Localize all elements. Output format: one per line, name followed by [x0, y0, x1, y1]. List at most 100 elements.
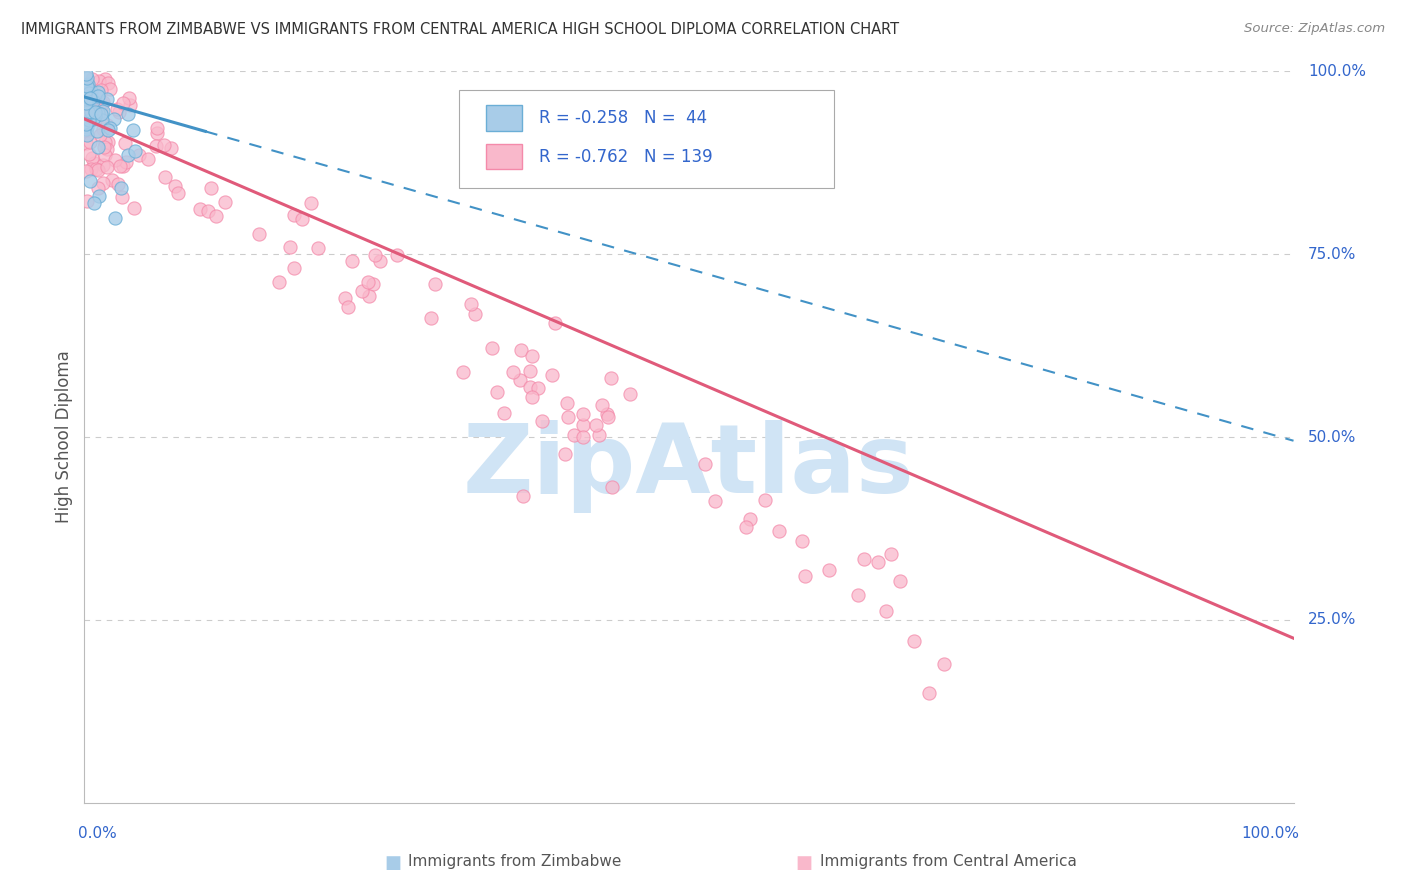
Point — [90, 103, 112, 118]
Point — [562, 428, 585, 442]
Point — [460, 297, 482, 311]
Point — [307, 241, 329, 255]
Point — [84, 109, 107, 123]
Point — [596, 407, 619, 421]
Point — [75, 96, 97, 111]
Point — [792, 533, 814, 548]
Point — [91, 121, 114, 136]
Point — [145, 139, 167, 153]
Point — [163, 179, 186, 194]
Point — [112, 159, 135, 173]
Point — [76, 109, 98, 123]
Point — [481, 341, 503, 355]
Point — [159, 141, 181, 155]
Point — [105, 103, 128, 117]
Y-axis label: High School Diploma: High School Diploma — [55, 351, 73, 524]
Point — [146, 120, 169, 135]
Point — [76, 90, 98, 104]
Point — [90, 107, 112, 121]
Point — [83, 103, 105, 117]
Point — [76, 92, 98, 106]
Point — [572, 430, 595, 444]
Point — [122, 123, 145, 137]
Point — [79, 113, 101, 128]
Point — [94, 71, 117, 86]
Point — [291, 211, 314, 226]
Point — [86, 124, 108, 138]
Point — [80, 162, 103, 177]
Point — [502, 365, 524, 379]
Point — [146, 126, 169, 140]
Point — [80, 84, 103, 98]
Point — [283, 208, 305, 222]
Point — [423, 277, 446, 292]
Point — [75, 67, 97, 81]
Point — [205, 209, 228, 223]
Point — [76, 194, 98, 209]
Text: ■: ■ — [796, 854, 813, 872]
Point — [83, 196, 105, 211]
Point — [299, 195, 322, 210]
Point — [96, 119, 118, 133]
Point — [519, 364, 541, 378]
Point — [79, 174, 101, 188]
Point — [82, 112, 104, 127]
Point — [117, 107, 139, 121]
Point — [76, 77, 98, 91]
Point — [818, 563, 841, 577]
Point — [115, 154, 138, 169]
Point — [86, 104, 108, 119]
Point — [278, 240, 301, 254]
Point — [267, 275, 290, 289]
Point — [84, 162, 107, 177]
Point — [485, 384, 508, 399]
Point — [83, 112, 105, 126]
Point — [87, 163, 110, 178]
Text: Immigrants from Central America: Immigrants from Central America — [820, 854, 1077, 869]
Point — [531, 414, 554, 428]
Point — [588, 428, 610, 442]
Point — [875, 604, 897, 618]
Point — [364, 248, 387, 262]
Point — [103, 112, 125, 127]
Point — [337, 300, 360, 314]
Point — [918, 686, 941, 700]
Point — [87, 89, 110, 103]
Point — [734, 520, 756, 534]
Point — [585, 417, 607, 432]
Point — [889, 574, 911, 589]
Point — [768, 524, 790, 538]
Text: ZipAtlas: ZipAtlas — [463, 420, 915, 513]
Point — [120, 97, 142, 112]
Point — [94, 148, 117, 162]
Text: Immigrants from Zimbabwe: Immigrants from Zimbabwe — [408, 854, 621, 869]
Point — [540, 368, 562, 382]
Point — [90, 83, 112, 97]
Point — [600, 480, 623, 494]
Point — [96, 160, 118, 174]
Point — [554, 447, 576, 461]
Point — [76, 71, 98, 86]
Point — [97, 123, 120, 137]
Point — [86, 106, 108, 120]
Point — [591, 398, 613, 412]
Point — [754, 492, 776, 507]
Point — [111, 190, 134, 204]
Point — [76, 128, 98, 143]
Point — [77, 147, 100, 161]
Point — [247, 227, 270, 241]
Point — [83, 105, 105, 120]
Point — [80, 104, 103, 119]
Point — [91, 95, 114, 110]
Point — [87, 73, 110, 87]
Point — [340, 254, 363, 268]
Point — [136, 153, 159, 167]
Text: 25.0%: 25.0% — [1308, 613, 1357, 627]
Point — [75, 124, 97, 138]
Point — [368, 254, 391, 268]
Point — [572, 407, 595, 421]
Point — [104, 211, 127, 225]
Point — [572, 417, 595, 432]
Point — [75, 164, 97, 178]
Point — [283, 261, 305, 276]
